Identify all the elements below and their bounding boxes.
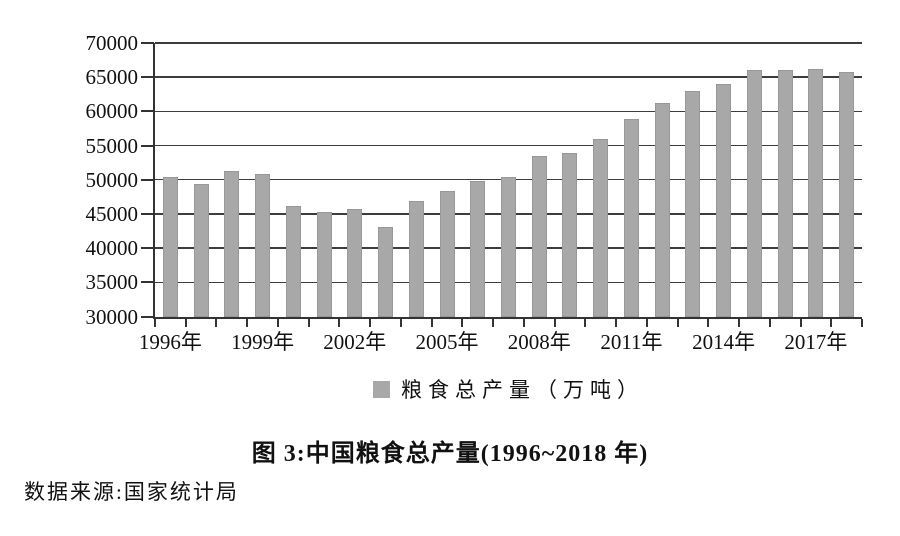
y-axis-tick — [141, 178, 154, 181]
y-axis-label: 65000 — [85, 65, 139, 90]
y-axis-tick — [141, 42, 154, 44]
x-axis-tick — [615, 318, 618, 327]
y-axis-label: 40000 — [85, 236, 139, 261]
y-axis-label: 35000 — [85, 270, 139, 295]
y-axis-tick — [141, 76, 154, 79]
bar-2011 — [623, 119, 639, 317]
x-axis-tick — [799, 318, 802, 327]
x-axis-tick — [215, 318, 218, 327]
bar-2006 — [470, 181, 486, 317]
bar-1997 — [193, 183, 209, 317]
bar-2007 — [501, 176, 516, 317]
y-axis-label: 30000 — [85, 304, 139, 329]
bar-2015 — [746, 69, 762, 317]
x-axis-tick — [861, 318, 863, 327]
y-axis-tick — [141, 247, 154, 250]
bar-2012 — [654, 103, 670, 317]
bar-2004 — [408, 200, 424, 317]
x-axis-label: 1999年 — [231, 330, 295, 354]
bar-1996 — [162, 176, 178, 317]
bar-1999 — [255, 174, 271, 317]
x-axis-tick — [522, 318, 525, 327]
x-axis-label: 2005年 — [415, 330, 479, 354]
bar-2008 — [531, 156, 547, 317]
legend-label: 粮食总产量（万吨） — [401, 378, 644, 402]
x-axis-tick — [307, 318, 310, 327]
x-axis-tick — [645, 318, 648, 327]
x-axis-tick — [338, 318, 341, 327]
x-axis-tick — [184, 318, 187, 327]
x-axis-tick — [830, 318, 833, 327]
x-axis-label: 2002年 — [323, 330, 387, 354]
legend: 粮食总产量（万吨） — [155, 377, 862, 402]
y-axis-tick — [141, 144, 154, 147]
bar-2016 — [777, 70, 793, 317]
x-axis-tick — [430, 318, 433, 327]
legend-marker-icon — [373, 380, 390, 398]
bar-2001 — [316, 212, 332, 317]
bar-2018 — [839, 71, 855, 317]
y-axis-label: 45000 — [85, 201, 139, 226]
y-axis-tick — [141, 110, 154, 113]
bar-2014 — [716, 84, 732, 317]
y-axis-tick — [141, 315, 154, 318]
x-axis-tick — [676, 318, 679, 327]
bar-2002 — [347, 209, 363, 317]
x-axis-tick — [399, 318, 402, 327]
x-axis-label: 2011年 — [600, 330, 663, 354]
gridline-55000 — [155, 144, 862, 147]
x-axis-label: 2014年 — [692, 330, 756, 354]
bar-1998 — [224, 171, 240, 317]
y-axis-label: 50000 — [85, 167, 139, 192]
x-axis-tick — [154, 318, 156, 327]
figure-caption: 图 3:中国粮食总产量(1996~2018 年) — [251, 441, 649, 467]
x-axis-label: 2017年 — [784, 330, 848, 354]
bar-2009 — [562, 152, 578, 317]
x-axis-tick — [276, 318, 279, 327]
gridline-60000 — [155, 110, 862, 113]
x-axis-tick — [738, 318, 741, 327]
y-axis-label: 60000 — [85, 99, 139, 124]
x-axis-tick — [707, 318, 710, 327]
y-axis-tick — [141, 212, 154, 215]
gridline-70000 — [155, 42, 862, 44]
x-axis-tick — [369, 318, 372, 327]
data-source: 数据来源:国家统计局 — [24, 480, 239, 504]
bar-2013 — [685, 90, 701, 317]
x-axis-label: 2008年 — [507, 330, 571, 354]
bar-2000 — [285, 205, 301, 317]
y-axis-label: 55000 — [85, 133, 139, 158]
x-axis-tick — [584, 318, 587, 327]
bar-2003 — [378, 227, 394, 317]
x-axis-tick — [768, 318, 771, 327]
plot-area — [153, 42, 862, 319]
x-axis-tick — [461, 318, 464, 327]
y-axis-label: 70000 — [85, 31, 139, 55]
bar-2005 — [439, 190, 455, 317]
bar-2010 — [593, 139, 609, 317]
x-axis-label: 1996年 — [138, 330, 202, 354]
gridline-65000 — [155, 76, 862, 78]
x-axis-tick — [246, 318, 249, 327]
x-axis-tick — [553, 318, 556, 327]
y-axis-tick — [141, 281, 154, 284]
bar-2017 — [808, 69, 824, 317]
x-axis-tick — [492, 318, 495, 327]
